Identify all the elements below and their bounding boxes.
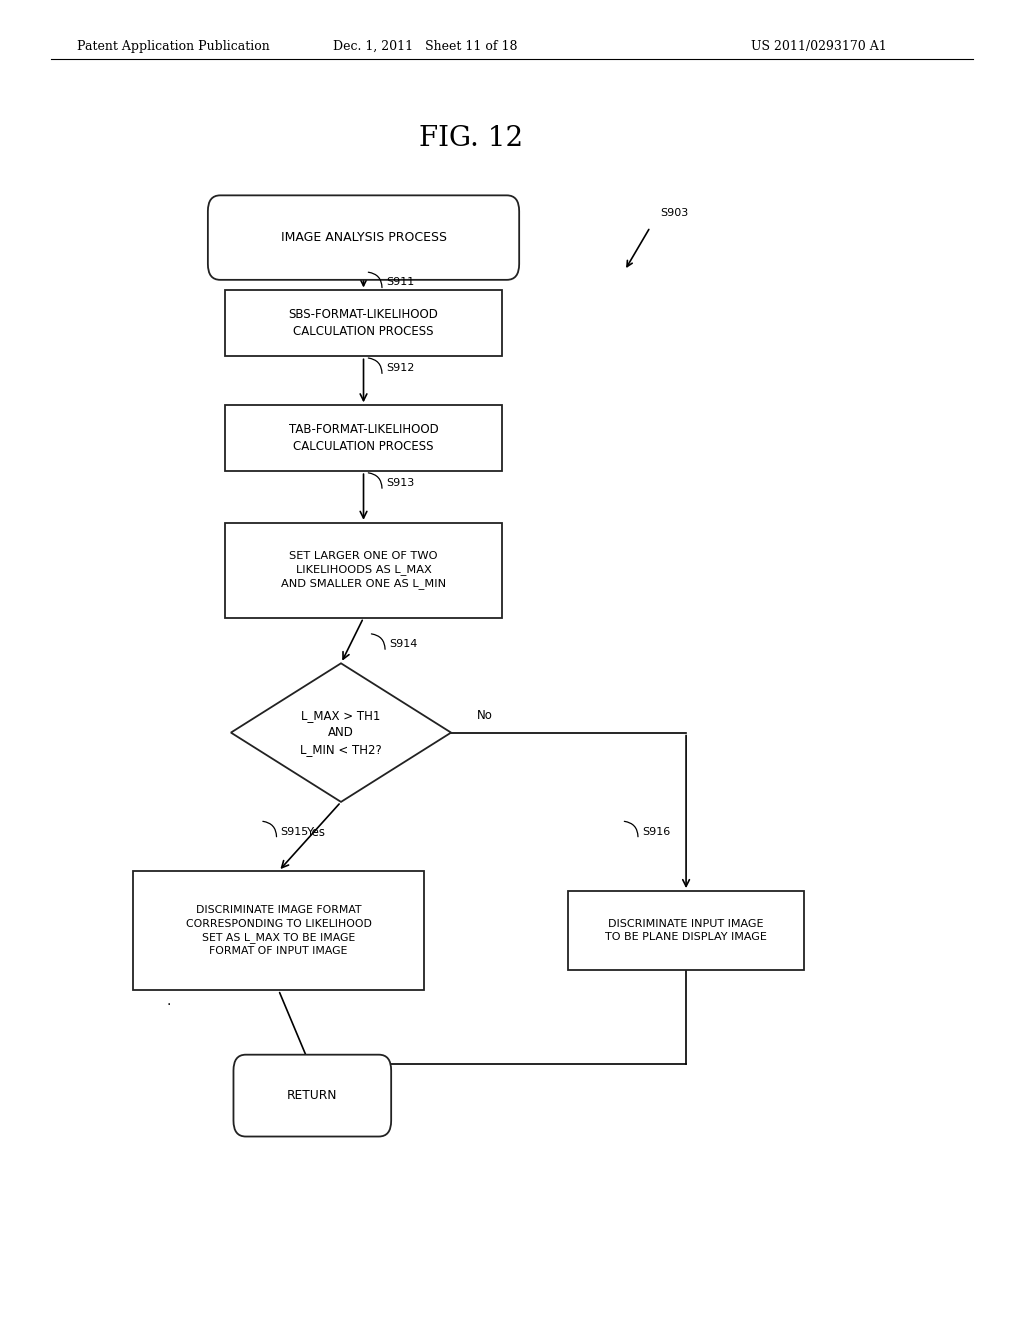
Text: S914: S914 [389, 639, 418, 649]
Text: S915: S915 [281, 826, 309, 837]
Text: S916: S916 [642, 826, 671, 837]
FancyBboxPatch shape [233, 1055, 391, 1137]
Text: S911: S911 [386, 277, 415, 288]
Text: S912: S912 [386, 363, 415, 374]
Text: DISCRIMINATE INPUT IMAGE
TO BE PLANE DISPLAY IMAGE: DISCRIMINATE INPUT IMAGE TO BE PLANE DIS… [605, 919, 767, 942]
Text: TAB-FORMAT-LIKELIHOOD
CALCULATION PROCESS: TAB-FORMAT-LIKELIHOOD CALCULATION PROCES… [289, 424, 438, 453]
Text: .: . [167, 994, 171, 1007]
FancyBboxPatch shape [225, 290, 502, 356]
Text: L_MAX > TH1
AND
L_MIN < TH2?: L_MAX > TH1 AND L_MIN < TH2? [300, 709, 382, 756]
FancyBboxPatch shape [208, 195, 519, 280]
Text: FIG. 12: FIG. 12 [419, 125, 523, 152]
Text: Patent Application Publication: Patent Application Publication [77, 40, 269, 53]
Text: S913: S913 [386, 478, 415, 488]
FancyBboxPatch shape [225, 523, 502, 618]
Text: No: No [477, 709, 493, 722]
Text: DISCRIMINATE IMAGE FORMAT
CORRESPONDING TO LIKELIHOOD
SET AS L_MAX TO BE IMAGE
F: DISCRIMINATE IMAGE FORMAT CORRESPONDING … [185, 906, 372, 956]
Text: IMAGE ANALYSIS PROCESS: IMAGE ANALYSIS PROCESS [281, 231, 446, 244]
FancyBboxPatch shape [568, 891, 804, 970]
Text: Dec. 1, 2011   Sheet 11 of 18: Dec. 1, 2011 Sheet 11 of 18 [333, 40, 517, 53]
Polygon shape [231, 663, 451, 801]
FancyBboxPatch shape [225, 405, 502, 471]
Text: US 2011/0293170 A1: US 2011/0293170 A1 [752, 40, 887, 53]
Text: SBS-FORMAT-LIKELIHOOD
CALCULATION PROCESS: SBS-FORMAT-LIKELIHOOD CALCULATION PROCES… [289, 309, 438, 338]
Text: S903: S903 [660, 207, 689, 218]
Text: Yes: Yes [306, 826, 325, 838]
Text: RETURN: RETURN [287, 1089, 338, 1102]
FancyBboxPatch shape [133, 871, 424, 990]
Text: SET LARGER ONE OF TWO
LIKELIHOODS AS L_MAX
AND SMALLER ONE AS L_MIN: SET LARGER ONE OF TWO LIKELIHOODS AS L_M… [281, 552, 446, 589]
